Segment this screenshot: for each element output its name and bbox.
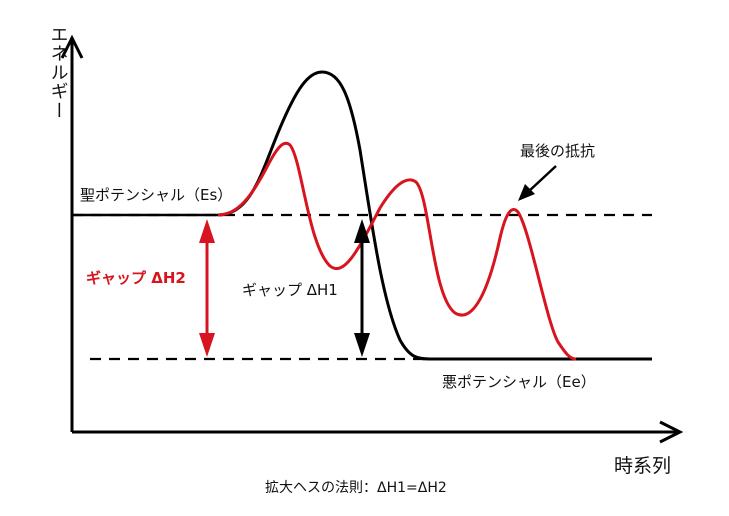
x-axis-arrowhead [659, 420, 684, 444]
ee-label: 悪ポテンシャル（Ee） [442, 373, 596, 391]
axes [60, 34, 684, 444]
x-axis-label: 時系列 [614, 455, 671, 477]
y-axis-arrowhead [60, 34, 84, 59]
caption: 拡大ヘスの法則：ΔH1=ΔH2 [265, 480, 447, 496]
gap-h2-label: ギャップ ΔH2 [86, 269, 186, 287]
black-energy-curve [217, 70, 652, 361]
es-label: 聖ポテンシャル（Es） [80, 186, 232, 204]
y-axis-label: エネルギー [48, 25, 69, 120]
last-resistance-pointer [518, 165, 557, 201]
gap-h1-arrow [354, 219, 370, 357]
gap-h2-arrow [199, 219, 215, 357]
red-energy-curve [217, 141, 577, 361]
last-resistance-label: 最後の抵抗 [520, 142, 595, 160]
gap-h1-label: ギャップ ΔH1 [242, 281, 338, 299]
